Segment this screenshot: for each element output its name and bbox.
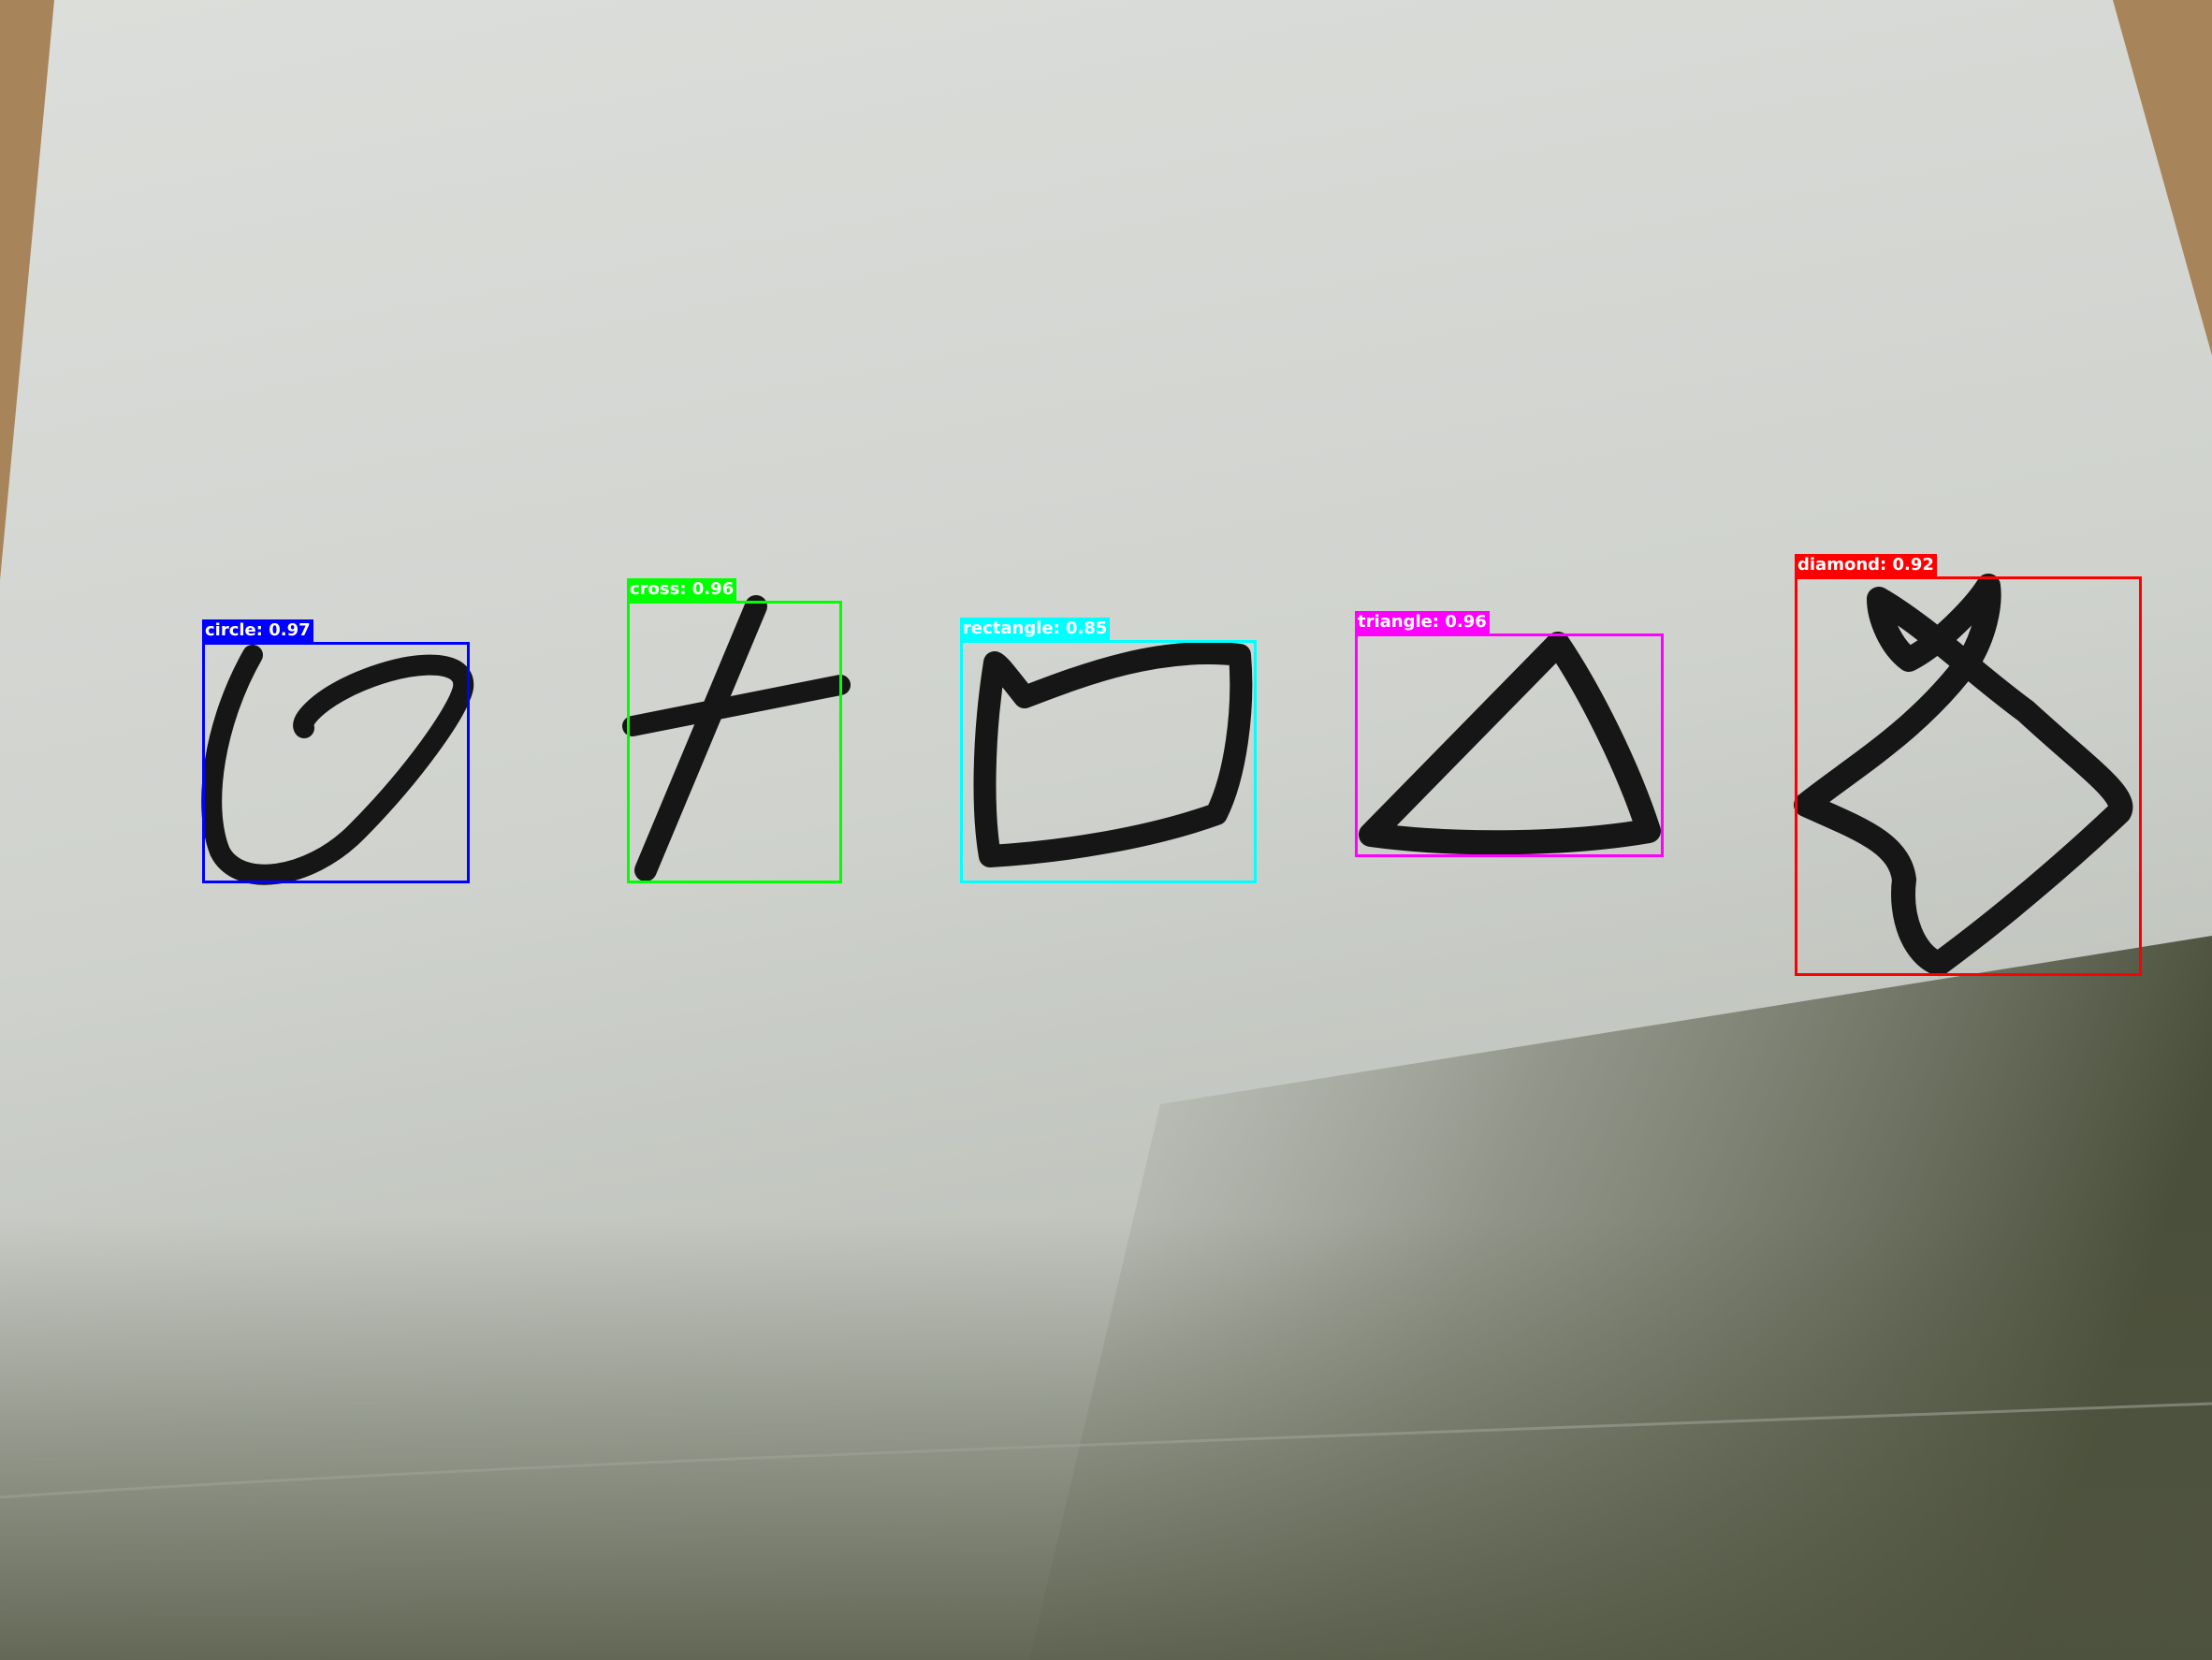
detection-box-diamond: diamond: 0.92 bbox=[1795, 554, 2142, 976]
detection-label-diamond: diamond: 0.92 bbox=[1795, 554, 1937, 576]
detection-label-rectangle: rectangle: 0.85 bbox=[960, 618, 1111, 640]
detection-label-cross: cross: 0.96 bbox=[627, 578, 737, 601]
paper-fold bbox=[0, 1402, 2212, 1499]
detection-label-triangle: triangle: 0.96 bbox=[1355, 611, 1490, 633]
paper-bottom-shade bbox=[0, 1216, 2212, 1660]
detection-label-circle: circle: 0.97 bbox=[202, 619, 313, 642]
detection-box-circle: circle: 0.97 bbox=[202, 619, 470, 883]
detection-box-rectangle: rectangle: 0.85 bbox=[960, 618, 1257, 883]
detection-box-cross: cross: 0.96 bbox=[627, 578, 842, 883]
detection-box-triangle: triangle: 0.96 bbox=[1355, 611, 1664, 857]
